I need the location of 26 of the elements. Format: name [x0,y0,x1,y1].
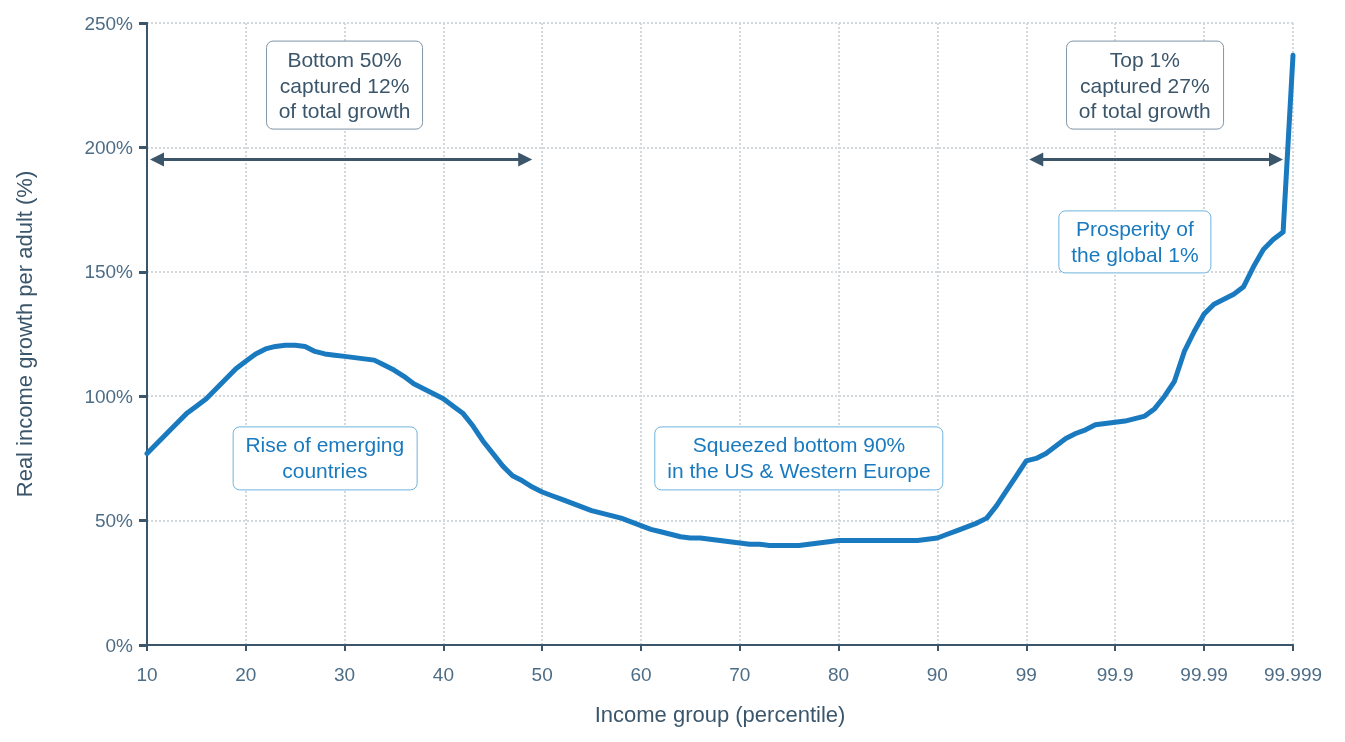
x-tick-label: 80 [827,664,850,685]
annotation: Rise of emerging countries [232,426,418,490]
x-tick-label: 30 [334,664,356,685]
annotation: Prosperity of the global 1% [1058,210,1212,274]
x-tick-label: 20 [235,664,257,685]
x-tick-label: 60 [630,664,652,685]
x-tick-label: 70 [729,664,751,685]
y-tick-label: 0% [105,634,134,656]
annotation: Bottom 50% captured 12% of total growth [265,40,424,130]
x-tick-label: 99.99 [1180,664,1228,685]
y-axis-title: Real income growth per adult (%) [11,170,37,498]
x-tick-label: 99.9 [1096,664,1134,685]
x-tick-label: 99.999 [1263,664,1323,685]
annotation: Top 1% captured 27% of total growth [1065,40,1224,130]
x-axis-title: Income group (percentile) [594,701,846,727]
annotation: Squeezed bottom 90% in the US & Western Europe [654,426,944,490]
x-tick-label: 90 [926,664,948,685]
y-tick-label: 250% [84,12,134,34]
x-tick-label: 50 [531,664,553,685]
y-tick-label: 150% [84,261,134,283]
y-tick-label: 50% [94,510,134,532]
y-tick-label: 100% [84,385,134,407]
x-tick-label: 40 [432,664,454,685]
y-tick-label: 200% [84,136,134,158]
x-tick-label: 10 [136,664,158,685]
x-tick-label: 99 [1015,664,1037,685]
